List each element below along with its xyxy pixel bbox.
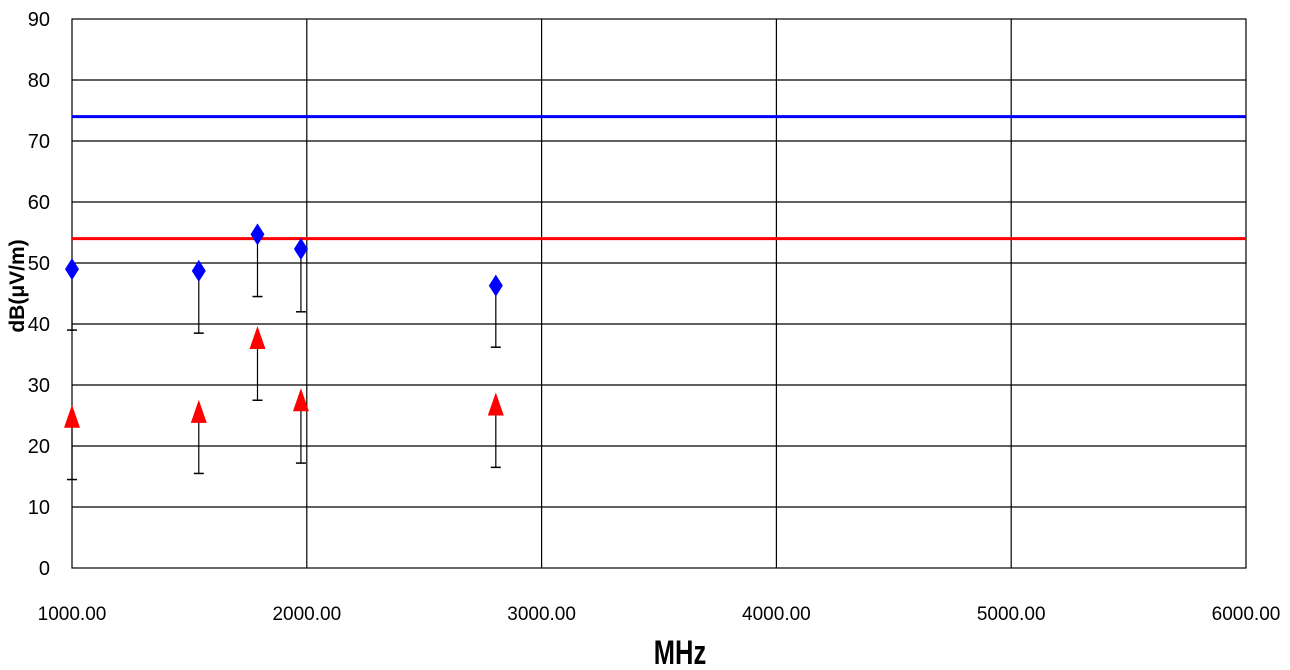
y-tick-labels: 0 10 20 30 40 50 60 70 80 90	[28, 9, 50, 580]
x-tick-label: 3000.00	[507, 604, 576, 625]
diamond-marker	[191, 259, 206, 282]
x-axis-label: MHz	[654, 635, 706, 670]
triangle-marker	[487, 392, 504, 416]
triangle-marker	[64, 404, 80, 428]
x-tick-label: 4000.00	[742, 604, 811, 625]
x-tick-label: 1000.00	[38, 604, 107, 625]
y-axis-label: dB(μV/m)	[6, 239, 29, 332]
grid	[71, 18, 1247, 569]
y-tick-label: 80	[28, 70, 50, 92]
triangle-marker	[190, 399, 207, 423]
diamond-marker	[65, 258, 79, 281]
limit-lines	[72, 115, 1246, 241]
x-tick-labels: 1000.00 2000.00 3000.00 4000.00 5000.00 6000.…	[38, 604, 1281, 625]
diamond-marker	[293, 237, 308, 260]
diamond-marker	[488, 274, 503, 297]
y-tick-label: 0	[39, 558, 50, 580]
data-series	[64, 223, 504, 481]
x-tick-label: 2000.00	[272, 604, 341, 625]
plot-area	[71, 18, 1247, 569]
y-tick-label: 90	[28, 9, 50, 31]
y-tick-label: 10	[28, 497, 50, 519]
triangle-marker	[292, 388, 309, 412]
diamond-marker	[250, 223, 265, 246]
x-tick-label: 6000.00	[1212, 604, 1281, 625]
diamond-series	[65, 223, 503, 348]
x-tick-label: 5000.00	[977, 604, 1046, 625]
y-tick-label: 30	[28, 375, 50, 397]
y-tick-label: 70	[28, 131, 50, 153]
y-tick-label: 20	[28, 436, 50, 458]
y-tick-label: 60	[28, 192, 50, 214]
y-tick-label: 40	[28, 314, 50, 336]
triangle-marker	[249, 326, 266, 350]
y-tick-label: 50	[28, 253, 50, 275]
triangle-series	[64, 326, 504, 481]
